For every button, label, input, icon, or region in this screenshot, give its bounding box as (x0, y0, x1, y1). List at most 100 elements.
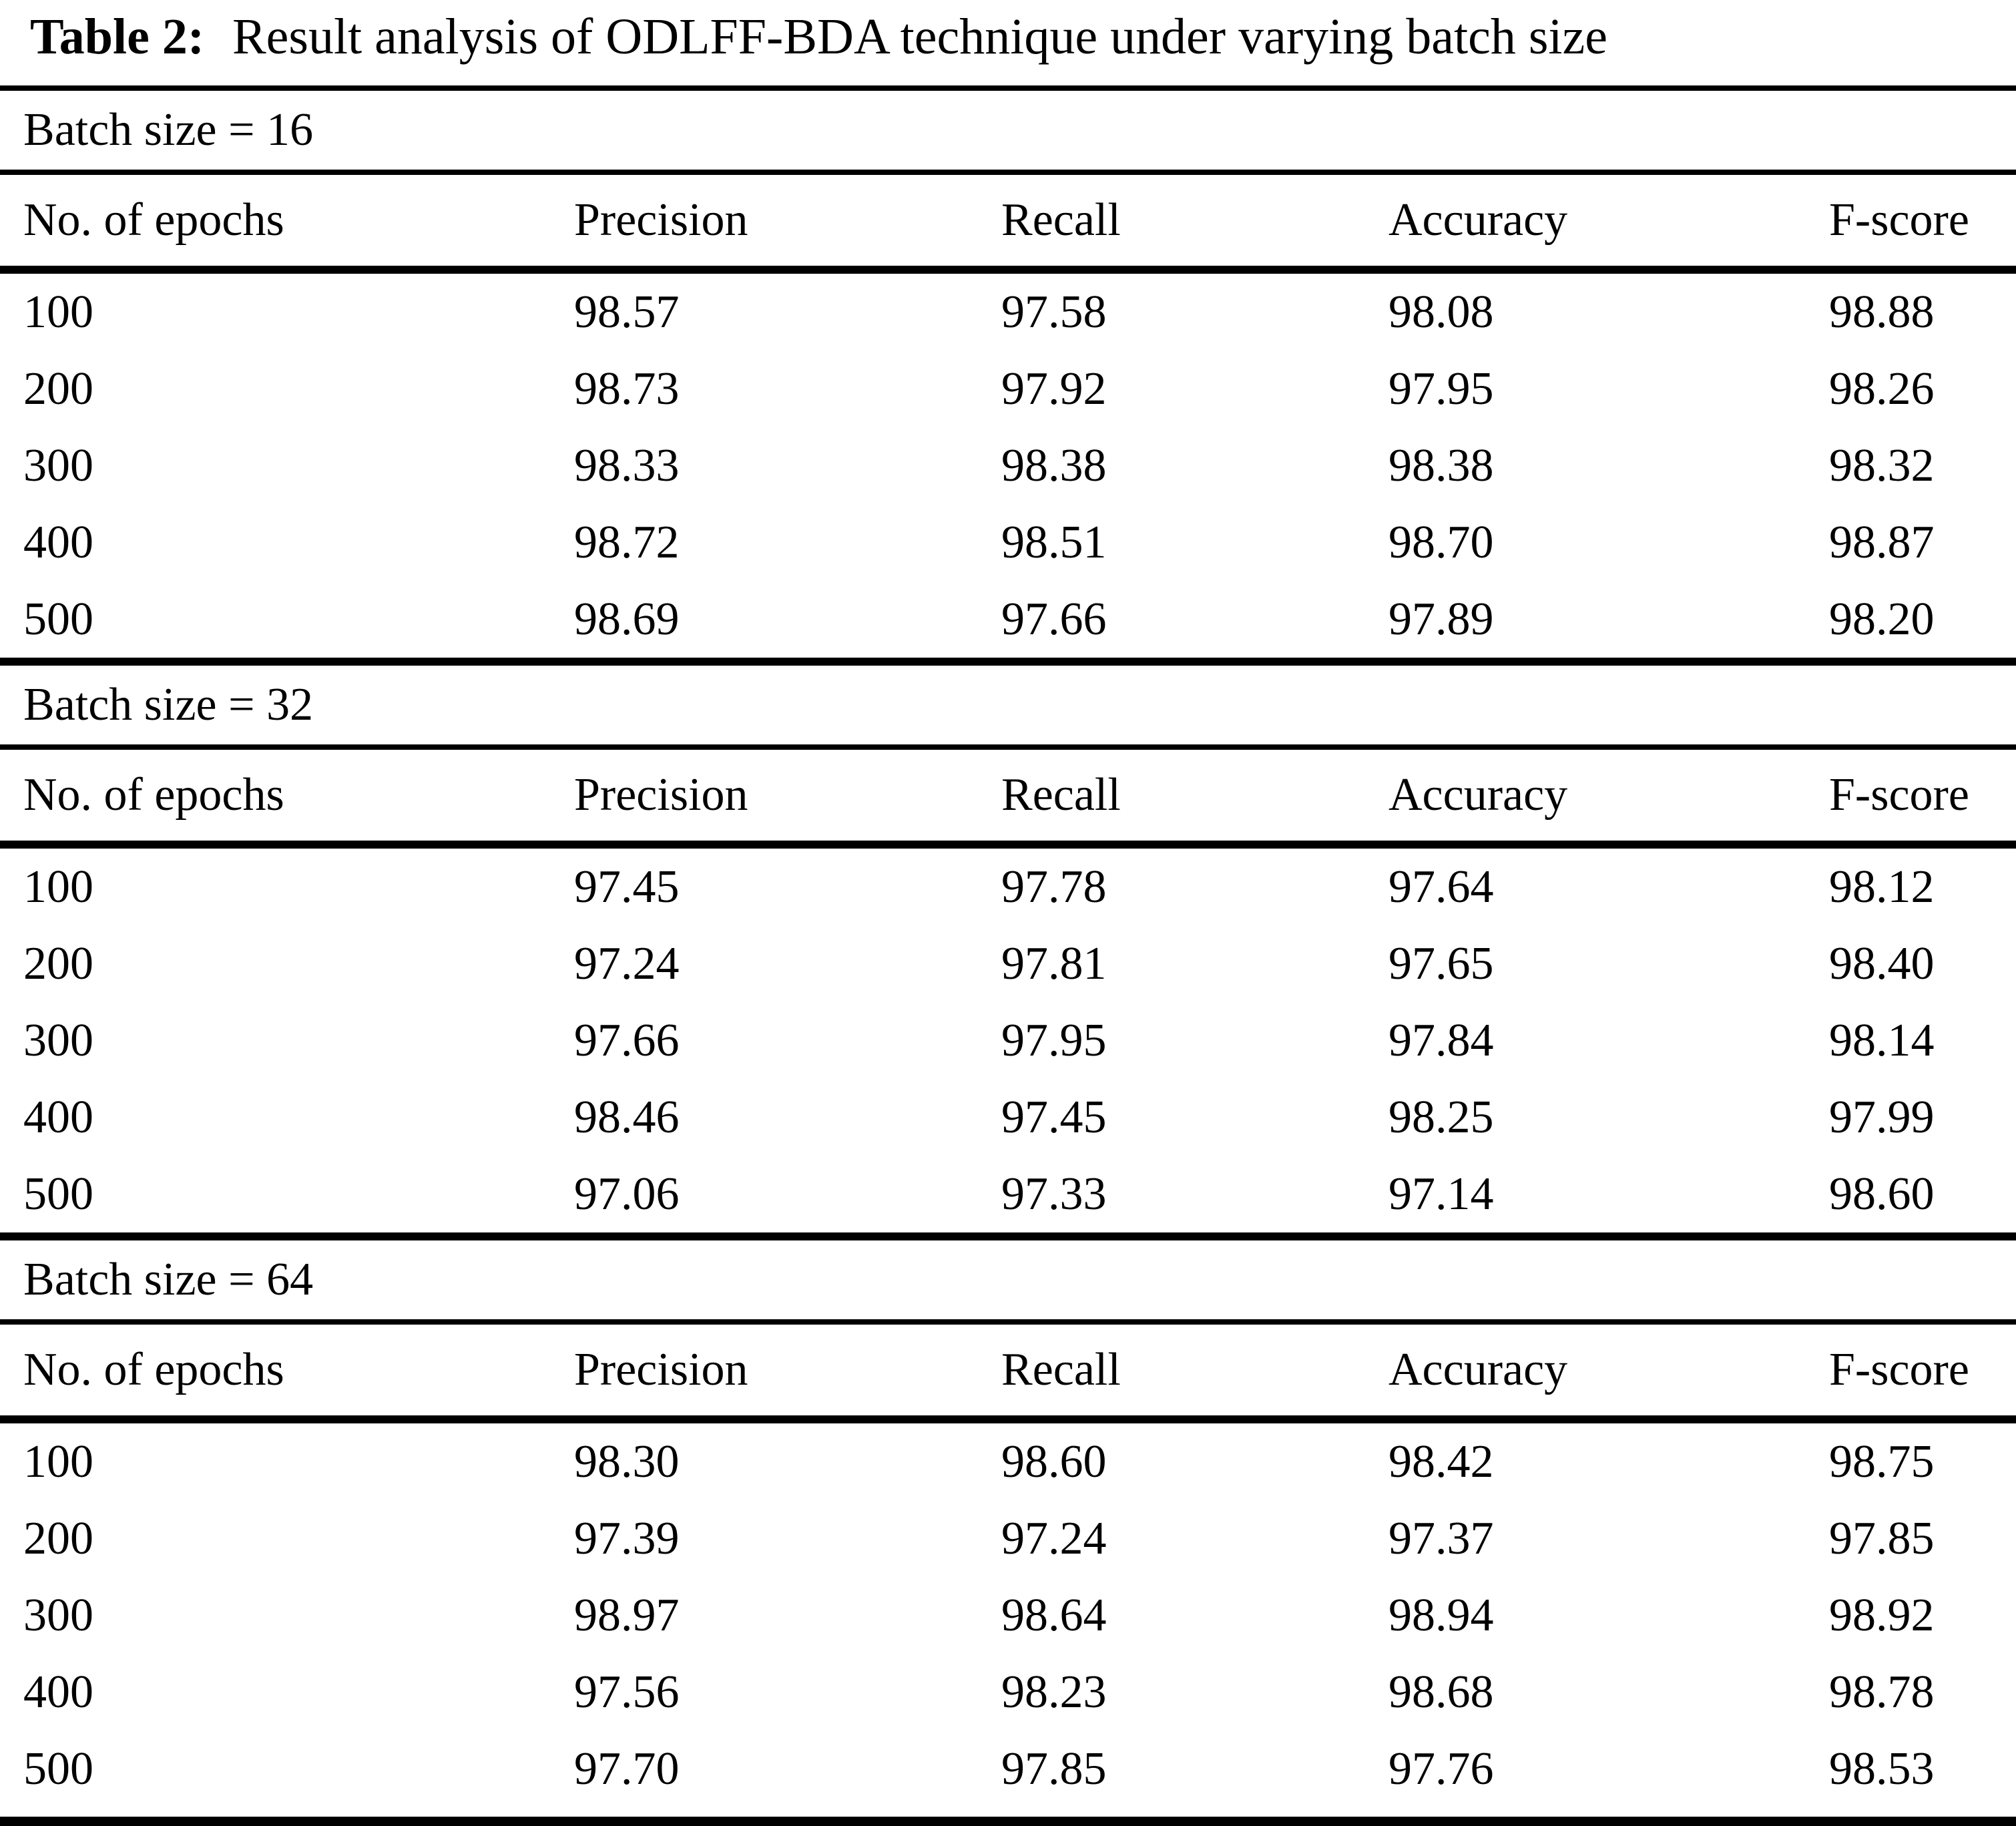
batch-size-header: Batch size = 16 (0, 91, 2016, 170)
table-cell: 97.95 (1001, 1014, 1107, 1066)
table-cell: 97.37 (1389, 1512, 1494, 1564)
table-cell: 400 (23, 1666, 93, 1718)
table-cell: 97.56 (574, 1666, 680, 1718)
table-cell: 97.14 (1389, 1168, 1494, 1220)
table-cell: 98.87 (1829, 516, 1935, 568)
table-row: 200 98.73 97.92 97.95 98.26 (0, 351, 2016, 427)
table-cell: 500 (23, 593, 93, 645)
table-cell: 98.14 (1829, 1014, 1935, 1066)
table-cell: 97.64 (1389, 861, 1494, 913)
table-row: 400 98.72 98.51 98.70 98.87 (0, 504, 2016, 581)
table-cell: 97.58 (1001, 286, 1107, 338)
table-cell: 97.45 (1001, 1091, 1107, 1143)
batch-size-label: Batch size = 16 (23, 104, 314, 156)
table-cell: 98.60 (1001, 1435, 1107, 1488)
table-row: 200 97.24 97.81 97.65 98.40 (0, 925, 2016, 1002)
column-header-epochs: No. of epochs (23, 769, 284, 821)
section-divider-rule (0, 1232, 2016, 1240)
horizontal-rule (0, 266, 2016, 274)
table-cell: 97.24 (1001, 1512, 1107, 1564)
column-header-accuracy: Accuracy (1389, 769, 1568, 821)
table-cell: 97.84 (1389, 1014, 1494, 1066)
batch-size-label: Batch size = 32 (23, 679, 314, 730)
table-cell: 98.72 (574, 516, 680, 568)
column-header-row: No. of epochs Precision Recall Accuracy … (0, 175, 2016, 266)
column-header-fscore: F-score (1829, 194, 1969, 246)
table-cell: 98.70 (1389, 516, 1494, 568)
table-row: 100 98.30 98.60 98.42 98.75 (0, 1423, 2016, 1500)
table-caption-label: Table 2: (30, 9, 205, 65)
table-row: 500 97.70 97.85 97.76 98.53 (0, 1731, 2016, 1807)
table-cell: 200 (23, 1512, 93, 1564)
table-cell: 200 (23, 363, 93, 415)
column-header-epochs: No. of epochs (23, 194, 284, 246)
table-cell: 200 (23, 937, 93, 989)
batch-size-label: Batch size = 64 (23, 1254, 314, 1305)
table-cell: 98.26 (1829, 363, 1935, 415)
column-header-fscore: F-score (1829, 1344, 1969, 1395)
table-cell: 98.94 (1389, 1589, 1494, 1641)
column-header-recall: Recall (1001, 194, 1121, 246)
table-cell: 98.30 (574, 1435, 680, 1488)
column-header-accuracy: Accuracy (1389, 1344, 1568, 1395)
table-cell: 97.76 (1389, 1743, 1494, 1795)
table-cell: 100 (23, 861, 93, 913)
table-cell: 97.85 (1829, 1512, 1935, 1564)
table-cell: 500 (23, 1168, 93, 1220)
column-header-recall: Recall (1001, 1344, 1121, 1395)
table-caption: Table 2: Result analysis of ODLFF-BDA tec… (0, 0, 2016, 85)
column-header-fscore: F-score (1829, 769, 1969, 821)
column-header-row: No. of epochs Precision Recall Accuracy … (0, 750, 2016, 841)
table-cell: 98.32 (1829, 439, 1935, 491)
table-cell: 97.06 (574, 1168, 680, 1220)
column-header-precision: Precision (574, 194, 748, 246)
table-cell: 98.57 (574, 286, 680, 338)
table-cell: 97.99 (1829, 1091, 1935, 1143)
table-bottom-rule (0, 1817, 2016, 1826)
table-cell: 97.70 (574, 1743, 680, 1795)
table-cell: 500 (23, 1743, 93, 1795)
table-cell: 98.51 (1001, 516, 1107, 568)
batch-size-header: Batch size = 32 (0, 666, 2016, 744)
column-header-precision: Precision (574, 1344, 748, 1395)
table-cell: 97.45 (574, 861, 680, 913)
table-cell: 400 (23, 1091, 93, 1143)
table-row: 500 97.06 97.33 97.14 98.60 (0, 1156, 2016, 1232)
horizontal-rule (0, 841, 2016, 849)
table-cell: 98.40 (1829, 937, 1935, 989)
table-cell: 98.25 (1389, 1091, 1494, 1143)
table-row: 400 97.56 98.23 98.68 98.78 (0, 1654, 2016, 1731)
table-cell: 97.33 (1001, 1168, 1107, 1220)
table-cell: 98.46 (574, 1091, 680, 1143)
table-cell: 98.38 (1001, 439, 1107, 491)
table-cell: 98.53 (1829, 1743, 1935, 1795)
table-cell: 98.33 (574, 439, 680, 491)
table-cell: 97.81 (1001, 937, 1107, 989)
horizontal-rule (0, 170, 2016, 175)
horizontal-rule (0, 744, 2016, 750)
table-cell: 98.97 (574, 1589, 680, 1641)
table-cell: 97.65 (1389, 937, 1494, 989)
column-header-row: No. of epochs Precision Recall Accuracy … (0, 1325, 2016, 1415)
table-row: 100 98.57 97.58 98.08 98.88 (0, 274, 2016, 351)
horizontal-rule (0, 1415, 2016, 1423)
section-rows: 100 98.57 97.58 98.08 98.88 200 98.73 97.92 97.9… (0, 274, 2016, 658)
table-caption-text: Result analysis of ODLFF-BDA technique u… (232, 9, 1607, 65)
table-row: 300 98.33 98.38 98.38 98.32 (0, 427, 2016, 504)
table-cell: 300 (23, 1014, 93, 1066)
table-cell: 97.66 (574, 1014, 680, 1066)
column-header-epochs: No. of epochs (23, 1344, 284, 1395)
table-cell: 98.73 (574, 363, 680, 415)
table-cell: 97.89 (1389, 593, 1494, 645)
table-cell: 97.39 (574, 1512, 680, 1564)
table-cell: 98.42 (1389, 1435, 1494, 1488)
table-cell: 98.23 (1001, 1666, 1107, 1718)
table-cell: 98.69 (574, 593, 680, 645)
table-cell: 97.95 (1389, 363, 1494, 415)
section-divider-rule (0, 658, 2016, 666)
table-cell: 98.68 (1389, 1666, 1494, 1718)
table-cell: 98.20 (1829, 593, 1935, 645)
table-cell: 98.92 (1829, 1589, 1935, 1641)
table-cell: 300 (23, 1589, 93, 1641)
